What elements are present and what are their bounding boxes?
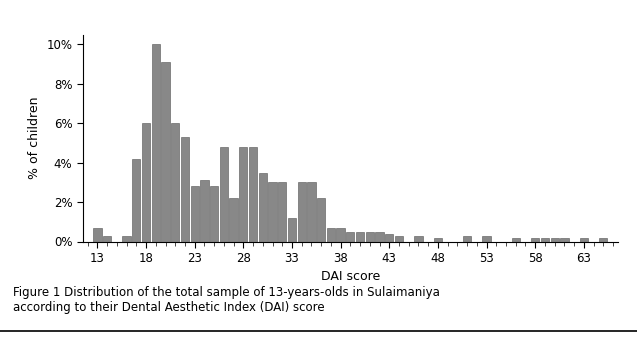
Bar — [375, 231, 383, 241]
Bar — [171, 123, 180, 242]
Bar — [482, 236, 490, 242]
Bar — [414, 236, 422, 242]
Bar — [297, 183, 306, 241]
Bar — [200, 180, 208, 241]
Bar — [190, 186, 199, 242]
Bar — [220, 147, 228, 242]
Bar — [531, 238, 540, 242]
Bar — [142, 123, 150, 242]
Bar — [268, 183, 276, 241]
Bar — [599, 238, 608, 242]
Bar — [161, 62, 169, 242]
Bar — [541, 238, 549, 242]
Bar — [512, 238, 520, 242]
Bar — [336, 228, 345, 242]
Bar — [249, 147, 257, 242]
Bar — [152, 45, 160, 241]
Bar — [366, 231, 374, 241]
Bar — [385, 234, 394, 242]
Y-axis label: % of children: % of children — [28, 97, 41, 179]
Bar — [347, 231, 354, 241]
Bar — [132, 159, 140, 242]
Bar — [356, 231, 364, 241]
X-axis label: DAI score: DAI score — [320, 270, 380, 284]
Text: Figure 1 Distribution of the total sample of 13-years-olds in Sulaimaniya
accord: Figure 1 Distribution of the total sampl… — [13, 286, 440, 314]
Bar — [278, 183, 287, 241]
Bar — [434, 238, 442, 242]
Bar — [327, 228, 335, 242]
Bar — [463, 236, 471, 242]
Bar — [240, 147, 247, 242]
Bar — [259, 172, 267, 242]
Bar — [229, 198, 238, 241]
Bar — [561, 238, 568, 242]
Bar — [122, 236, 131, 242]
Bar — [317, 198, 326, 241]
Bar — [580, 238, 588, 242]
Bar — [288, 218, 296, 241]
Bar — [395, 236, 403, 242]
Bar — [550, 238, 559, 242]
Bar — [103, 236, 111, 242]
Bar — [210, 186, 218, 242]
Bar — [307, 183, 315, 241]
Bar — [181, 137, 189, 242]
Bar — [93, 228, 101, 242]
